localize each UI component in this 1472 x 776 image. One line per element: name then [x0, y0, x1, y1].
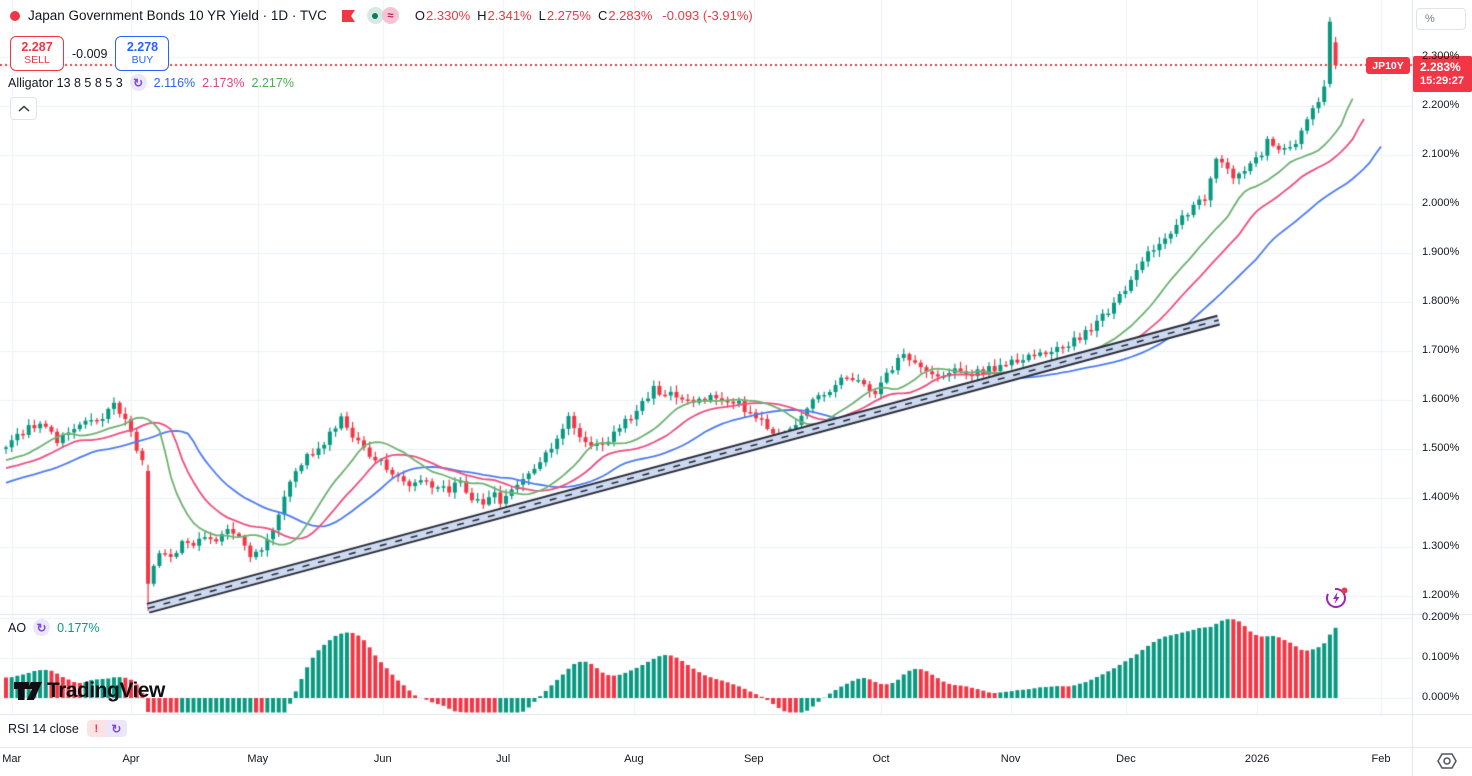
price-tick-label: 1.800% — [1422, 295, 1460, 307]
time-tick-label: 2026 — [1244, 753, 1270, 765]
trade-buttons: 2.287 SELL -0.009 2.278 BUY — [10, 36, 170, 71]
instant-trading-lightning-icon[interactable] — [1325, 586, 1349, 610]
price-scale-unit-button[interactable]: % — [1416, 8, 1466, 30]
price-tick-label: 2.200% — [1422, 99, 1460, 111]
tradingview-watermark: TradingView — [13, 678, 165, 704]
ohlc-item: L2.275% — [538, 8, 591, 23]
price-tick-label: 1.600% — [1422, 393, 1460, 405]
rsi-legend: RSI 14 close ! ↻ — [8, 720, 127, 737]
ohlc-item: C2.283% — [597, 8, 653, 23]
symbol-legend: Japan Government Bonds 10 YR Yield · 1D … — [10, 7, 753, 24]
alligator-teeth-value: 2.173% — [202, 75, 245, 90]
price-tick-label: 1.700% — [1422, 344, 1460, 356]
price-tick-label: 2.000% — [1422, 197, 1460, 209]
price-tick-label: 1.500% — [1422, 442, 1460, 454]
ao-value: 0.177% — [57, 620, 100, 635]
watermark-text: TradingView — [47, 679, 165, 702]
last-price-axis-label: 2.283% 15:29:27 — [1413, 56, 1472, 92]
price-tick-label: 1.900% — [1422, 246, 1460, 258]
time-tick-label: Aug — [624, 753, 644, 765]
price-tick-label: 2.300% — [1422, 50, 1460, 62]
spread-value: -0.009 — [72, 46, 108, 61]
price-tick-label: 1.300% — [1422, 540, 1460, 552]
bar-countdown: 15:29:27 — [1420, 74, 1465, 87]
time-tick-label: Apr — [122, 753, 140, 765]
price-tick-label: 1.400% — [1422, 491, 1460, 503]
buy-label: BUY — [131, 53, 154, 66]
price-tick-label: 2.100% — [1422, 148, 1460, 160]
ao-legend: AO ↻ 0.177% — [8, 619, 99, 636]
rsi-title[interactable]: RSI 14 close — [8, 721, 79, 736]
time-tick-label: Sep — [743, 753, 764, 765]
delayed-data-icon: ≈ — [381, 7, 399, 24]
ohlc-values: O2.330% H2.341% L2.275% C2.283% — [415, 8, 653, 23]
last-price-value: 2.283% — [1420, 59, 1461, 74]
flag-icon[interactable] — [341, 9, 357, 23]
alligator-legend: Alligator 13 8 5 8 5 3 ↻ 2.116% 2.173% 2… — [8, 74, 294, 91]
sell-label: SELL — [24, 53, 50, 66]
buy-button[interactable]: 2.278 BUY — [115, 36, 170, 71]
ohlc-item: H2.341% — [477, 8, 532, 23]
time-tick-label: Mar — [2, 753, 22, 765]
chevron-up-icon — [17, 104, 30, 112]
symbol-title[interactable]: Japan Government Bonds 10 YR Yield · 1D … — [28, 8, 327, 23]
collapse-legend-button[interactable] — [10, 97, 37, 120]
time-tick-label: May — [247, 753, 269, 765]
tradingview-logo-icon — [14, 682, 42, 700]
warning-icon[interactable]: ! — [86, 720, 106, 737]
timezone-settings-button[interactable] — [1434, 750, 1460, 772]
market-status-icons[interactable]: ≈ — [366, 7, 399, 24]
alligator-jaw-value: 2.116% — [153, 75, 196, 90]
time-tick-label: Nov — [1000, 753, 1021, 765]
refresh-icon[interactable]: ↻ — [105, 720, 127, 737]
time-tick-label: Jul — [496, 753, 511, 765]
market-open-dot-icon — [366, 7, 384, 24]
ohlc-item: O2.330% — [414, 8, 471, 23]
alligator-title[interactable]: Alligator 13 8 5 8 5 3 — [8, 75, 123, 90]
ao-tick-label: 0.100% — [1422, 651, 1460, 663]
time-tick-label: Oct — [872, 753, 890, 765]
ao-title[interactable]: AO — [8, 620, 27, 635]
change-value: -0.093 (-3.91%) — [662, 8, 753, 23]
alligator-lips-value: 2.217% — [251, 75, 294, 90]
time-tick-label: Jun — [373, 753, 392, 765]
refresh-icon[interactable]: ↻ — [33, 619, 51, 636]
ao-tick-label: 0.000% — [1422, 691, 1460, 703]
ao-tick-label: 0.200% — [1422, 611, 1460, 623]
refresh-icon[interactable]: ↻ — [129, 74, 147, 91]
price-tick-label: 1.200% — [1422, 589, 1460, 601]
hexagon-gear-icon — [1437, 753, 1457, 769]
symbol-price-tag: JP10Y — [1366, 57, 1410, 74]
buy-price: 2.278 — [126, 39, 159, 54]
time-tick-label: Feb — [1371, 753, 1391, 765]
time-tick-label: Dec — [1116, 753, 1136, 765]
series-color-marker — [10, 10, 20, 21]
sell-button[interactable]: 2.287 SELL — [10, 36, 64, 71]
sell-price: 2.287 — [21, 39, 53, 54]
